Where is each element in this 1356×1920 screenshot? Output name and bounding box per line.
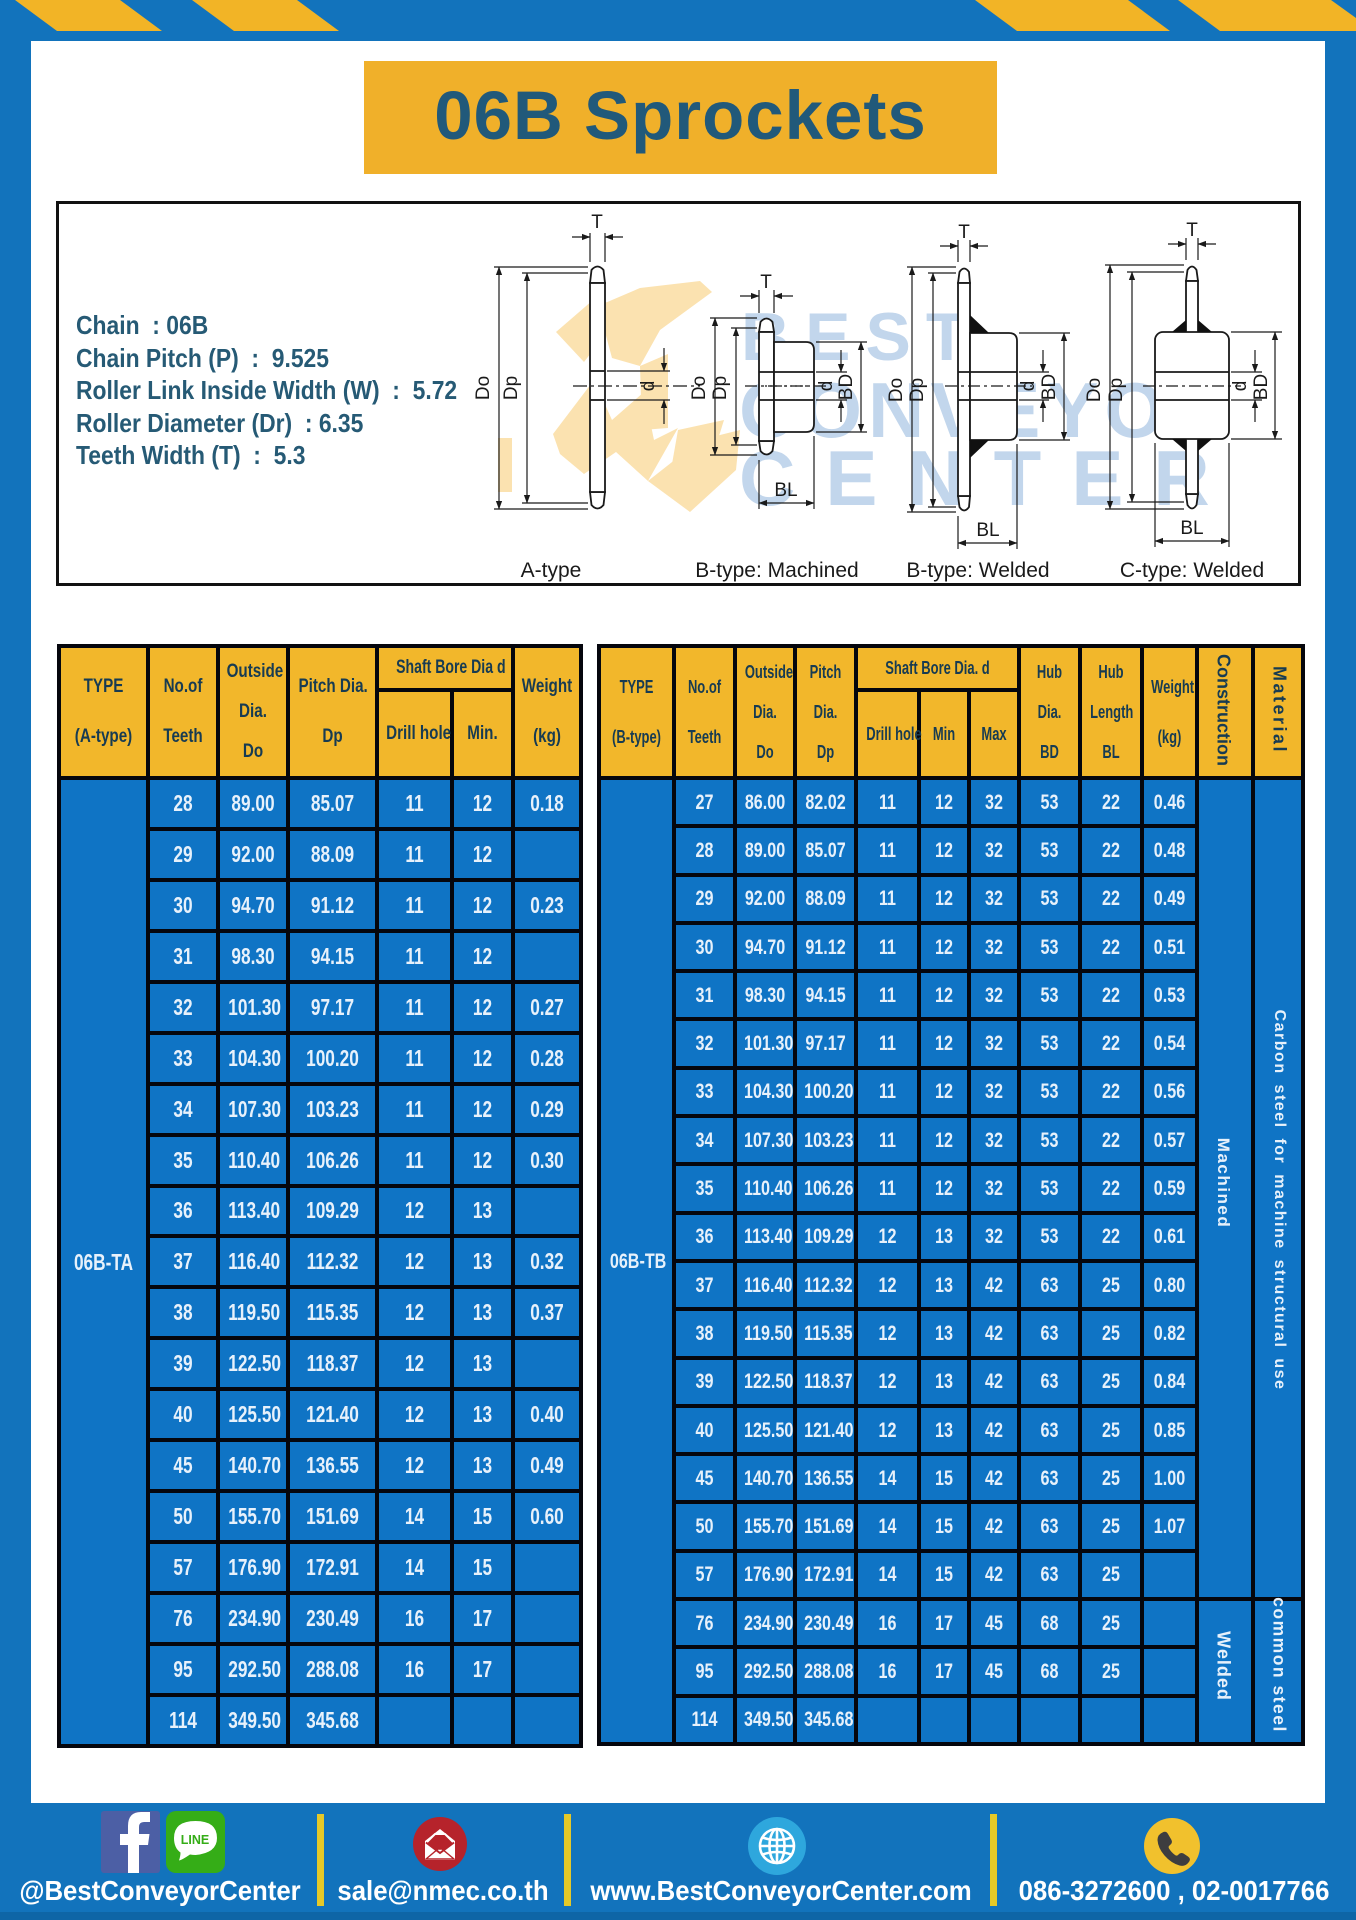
svg-text:B-type: Welded: B-type: Welded [906, 559, 1049, 582]
svg-text:d: d [816, 381, 837, 392]
svg-text:d: d [1018, 381, 1039, 392]
svg-text:Dp: Dp [907, 378, 928, 402]
svg-text:C-type: Welded: C-type: Welded [1120, 559, 1264, 582]
svg-text:BL: BL [1180, 518, 1203, 539]
svg-text:LINE: LINE [181, 1833, 209, 1847]
svg-text:Do: Do [886, 378, 907, 402]
svg-text:Do: Do [689, 376, 710, 400]
svg-text:d: d [1230, 381, 1251, 392]
svg-text:T: T [1186, 220, 1198, 241]
svg-text:T: T [591, 212, 603, 233]
svg-text:BL: BL [774, 480, 797, 501]
svg-text:BD: BD [1251, 374, 1272, 400]
svg-text:T: T [958, 222, 970, 243]
svg-text:B-type: Machined: B-type: Machined [695, 559, 858, 582]
svg-text:A-type: A-type [521, 559, 582, 582]
svg-text:Dp: Dp [710, 376, 731, 400]
svg-text:Do: Do [473, 376, 494, 400]
svg-text:BD: BD [836, 374, 857, 400]
svg-text:Dp: Dp [1106, 378, 1127, 402]
svg-text:@: @ [435, 1834, 446, 1846]
svg-text:d: d [638, 381, 659, 392]
svg-text:BL: BL [976, 520, 999, 541]
svg-text:Dp: Dp [501, 376, 522, 400]
svg-text:BD: BD [1039, 374, 1060, 400]
svg-text:Do: Do [1084, 378, 1105, 402]
svg-text:T: T [760, 272, 772, 293]
